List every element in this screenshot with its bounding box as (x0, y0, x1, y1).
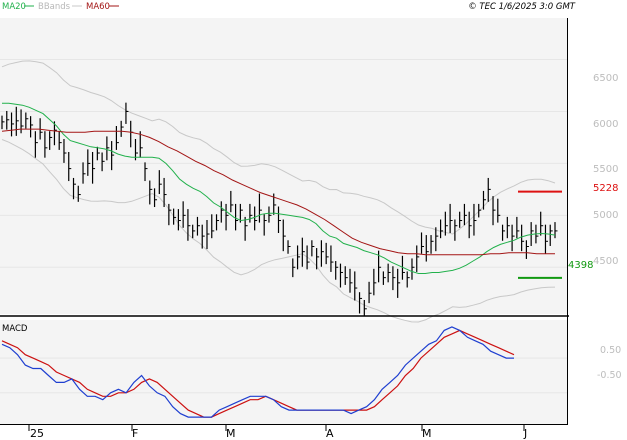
price-panel (0, 18, 567, 314)
price-y-ticks: 6500 6000 5500 5000 4500 (593, 73, 618, 267)
macd-title: MACD (2, 324, 28, 334)
y-tick-label: 5500 (593, 164, 618, 175)
y-tick-label: 4500 (593, 256, 618, 267)
x-tick-label: M (226, 427, 236, 440)
macd-panel (0, 320, 567, 424)
legend-bbands: BBands (38, 2, 71, 12)
legend: MA20 BBands MA60 © TEC 1/6/2025 3:0 GMT (2, 2, 576, 12)
copyright-text: © TEC 1/6/2025 3:0 GMT (468, 2, 576, 12)
ma60-line (1, 128, 555, 256)
ma20-line (2, 102, 556, 274)
bband-lower-line (1, 139, 556, 323)
x-tick-label: A (326, 427, 334, 440)
macd-y-tick: 0.50 (600, 345, 621, 356)
macd-line (1, 326, 514, 418)
macd-y-tick: -0.50 (597, 370, 622, 381)
support-resistance (518, 190, 562, 279)
legend-ma20: MA20 (2, 2, 26, 12)
support-label: 4398 (568, 260, 593, 271)
y-tick-label: 6500 (593, 73, 618, 84)
legend-ma60: MA60 (86, 2, 110, 12)
x-tick-label: F (132, 427, 138, 440)
x-tick-label: J (523, 427, 527, 440)
resistance-label: 5228 (593, 183, 618, 194)
bband-upper-line (1, 60, 556, 235)
bollinger-bands (1, 60, 556, 323)
macd-signal-line (1, 329, 515, 418)
x-axis-ticks: 25 F M A M J (28, 424, 527, 440)
moving-averages (1, 102, 556, 274)
y-tick-label: 6000 (593, 119, 618, 130)
x-tick-label: M (422, 427, 432, 440)
y-tick-label: 5000 (593, 210, 618, 221)
macd-lines (1, 326, 515, 418)
x-tick-label: 25 (30, 427, 44, 440)
